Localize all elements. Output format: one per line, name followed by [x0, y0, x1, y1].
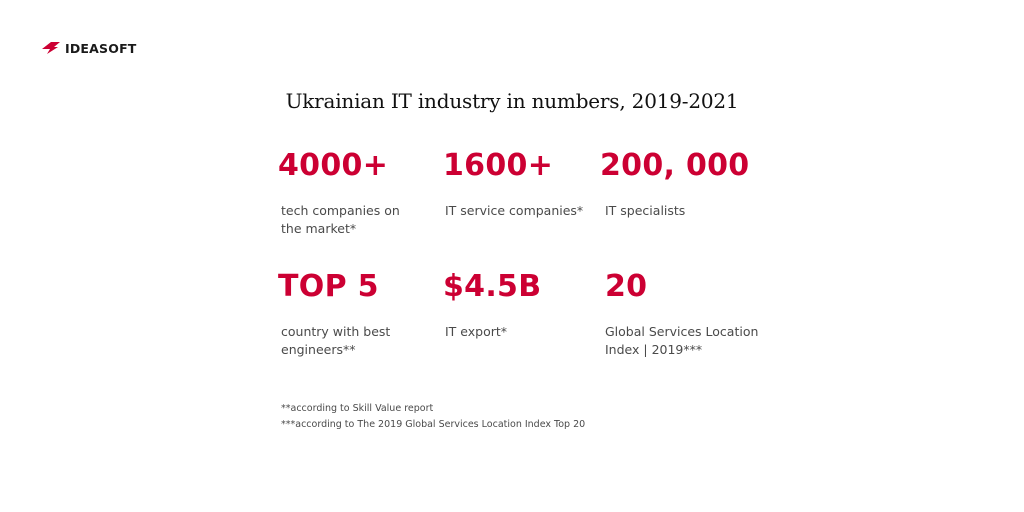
stat-value: TOP 5: [278, 269, 379, 304]
page-title: Ukrainian IT industry in numbers, 2019-2…: [285, 89, 739, 113]
stat-gsli-rank: 20 Global Services Location Index | 2019…: [605, 269, 780, 359]
stat-value: 1600+: [443, 148, 554, 183]
stat-it-service-companies: 1600+ IT service companies*: [443, 148, 618, 220]
stat-label: Global Services Location Index | 2019***: [605, 324, 759, 357]
stat-label: country with best engineers**: [281, 324, 391, 357]
stat-tech-companies: 4000+ tech companies on the market*: [278, 148, 453, 238]
stat-value: 200, 000: [600, 148, 750, 183]
stat-top-5: TOP 5 country with best engineers**: [278, 269, 453, 359]
ideasoft-logo: IDEASOFT: [41, 40, 137, 56]
brand-name: IDEASOFT: [65, 40, 137, 56]
stat-value: $4.5B: [443, 269, 542, 304]
footnotes: **according to Skill Value report ***acc…: [281, 401, 585, 433]
stat-label: tech companies on the market*: [281, 203, 400, 236]
stat-it-specialists: 200, 000 IT specialists: [600, 148, 775, 220]
footnote: ***according to The 2019 Global Services…: [281, 419, 586, 430]
stat-label: IT service companies*: [445, 203, 584, 218]
stat-it-export: $4.5B IT export*: [443, 269, 618, 341]
stat-value: 4000+: [278, 148, 389, 183]
footnote: **according to Skill Value report: [281, 403, 434, 414]
stat-label: IT specialists: [605, 203, 686, 218]
ideasoft-logo-icon: [42, 42, 60, 54]
stat-label: IT export*: [445, 324, 508, 339]
stat-value: 20: [605, 269, 648, 304]
